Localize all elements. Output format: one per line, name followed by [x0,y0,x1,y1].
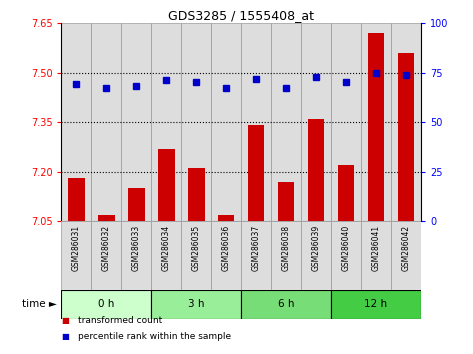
Bar [61,290,151,319]
Bar [241,23,271,221]
Bar [98,215,114,221]
Bar [361,221,391,290]
Bar [158,149,175,221]
Text: ■: ■ [61,332,70,341]
Bar [271,23,301,221]
Text: GSM286037: GSM286037 [252,225,261,271]
Bar [241,221,271,290]
Bar [91,23,122,221]
Bar [151,221,181,290]
Text: GSM286031: GSM286031 [72,225,81,271]
Bar [241,290,331,319]
Text: ■: ■ [61,316,70,325]
Text: GSM286033: GSM286033 [132,225,141,271]
Text: time ►: time ► [22,299,57,309]
Text: GSM286036: GSM286036 [222,225,231,271]
Bar [391,23,421,221]
Text: GSM286039: GSM286039 [312,225,321,271]
Title: GDS3285 / 1555408_at: GDS3285 / 1555408_at [168,9,314,22]
Bar [91,221,122,290]
Bar [68,178,85,221]
Bar [128,188,145,221]
Bar [278,182,294,221]
Bar [398,53,414,221]
Bar [122,221,151,290]
Bar [338,165,354,221]
Bar [122,23,151,221]
Text: GSM286038: GSM286038 [281,225,291,271]
Text: percentile rank within the sample: percentile rank within the sample [78,332,231,341]
Bar [331,221,361,290]
Bar [331,290,421,319]
Bar [151,290,241,319]
Text: 12 h: 12 h [365,299,387,309]
Bar [181,221,211,290]
Bar [248,125,264,221]
Bar [188,169,204,221]
Bar [61,221,91,290]
Bar [331,23,361,221]
Bar [368,33,384,221]
Bar [181,23,211,221]
Bar [151,23,181,221]
Bar [211,221,241,290]
Bar [301,23,331,221]
Text: GSM286032: GSM286032 [102,225,111,271]
Text: GSM286042: GSM286042 [402,225,411,271]
Text: GSM286035: GSM286035 [192,225,201,271]
Text: transformed count: transformed count [78,316,162,325]
Text: GSM286040: GSM286040 [342,225,350,271]
Text: GSM286034: GSM286034 [162,225,171,271]
Bar [391,221,421,290]
Bar [218,215,235,221]
Bar [308,119,324,221]
Bar [271,221,301,290]
Bar [301,221,331,290]
Text: GSM286041: GSM286041 [371,225,381,271]
Text: 6 h: 6 h [278,299,294,309]
Text: 3 h: 3 h [188,299,204,309]
Bar [211,23,241,221]
Bar [61,23,91,221]
Text: 0 h: 0 h [98,299,114,309]
Bar [361,23,391,221]
